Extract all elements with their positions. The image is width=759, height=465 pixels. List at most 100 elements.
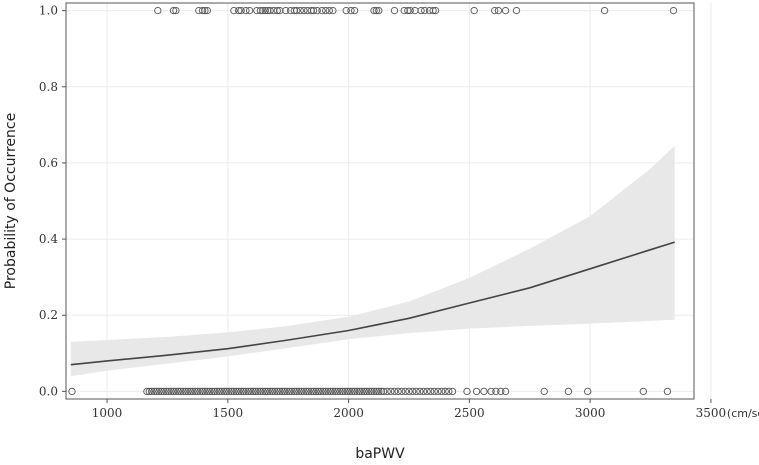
event-point-57 (669, 6, 678, 15)
nonevent-point-31 (215, 387, 224, 396)
nonevent-point-29 (210, 387, 219, 396)
x-tick-label-1: 1500 (213, 406, 244, 420)
nonevent-point-6 (155, 387, 163, 396)
nonevent-point-8 (160, 387, 168, 396)
nonevent-point-47 (254, 387, 262, 396)
y-tick-label-4: 0.8 (39, 80, 58, 94)
nonevent-point-120 (472, 387, 481, 396)
event-point-49 (429, 6, 437, 15)
nonevent-point-117 (445, 387, 453, 396)
nonevent-point-35 (225, 387, 233, 396)
nonevent-point-109 (416, 387, 424, 396)
nonevent-point-96 (372, 387, 381, 396)
nonevent-point-50 (261, 387, 269, 396)
nonevent-point-91 (360, 387, 368, 396)
event-point-55 (512, 6, 521, 15)
nonevent-point-116 (441, 387, 449, 396)
nonevent-point-57 (278, 387, 286, 396)
event-point-1 (169, 6, 178, 15)
nonevent-point-56 (276, 387, 284, 396)
event-point-0 (154, 6, 162, 15)
nonevent-point-76 (324, 387, 332, 396)
nonevent-point-23 (196, 387, 204, 396)
nonevent-point-60 (285, 387, 294, 396)
nonevent-point-32 (218, 387, 226, 396)
event-point-47 (421, 6, 429, 15)
nonevent-point-74 (319, 387, 327, 396)
nonevent-point-122 (487, 387, 495, 396)
x-tick-label-4: 3000 (575, 406, 606, 420)
nonevent-point-115 (437, 387, 446, 396)
nonevent-point-64 (295, 387, 303, 396)
nonevent-point-75 (322, 387, 330, 396)
nonevent-point-1 (143, 387, 151, 396)
nonevent-point-78 (329, 387, 337, 396)
event-point-34 (329, 6, 337, 15)
event-point-31 (318, 6, 326, 15)
nonevent-point-66 (300, 387, 308, 396)
nonevent-point-61 (288, 387, 296, 396)
event-point-19 (273, 6, 281, 15)
nonevent-point-71 (312, 387, 320, 396)
confidence-band (70, 145, 675, 377)
nonevent-point-20 (189, 387, 197, 396)
nonevent-point-10 (165, 387, 173, 396)
nonevent-point-63 (293, 387, 301, 396)
nonevent-point-17 (181, 387, 190, 396)
event-point-51 (470, 6, 478, 15)
event-point-26 (300, 6, 308, 15)
nonevent-point-0 (68, 387, 76, 396)
nonevent-point-102 (390, 387, 399, 396)
event-point-17 (266, 6, 274, 15)
event-point-32 (322, 6, 330, 15)
event-point-21 (282, 6, 290, 15)
nonevent-point-53 (268, 387, 277, 396)
event-point-41 (390, 6, 399, 15)
nonevent-point-18 (184, 387, 192, 396)
nonevent-point-121 (480, 387, 488, 396)
nonevent-point-85 (346, 387, 354, 396)
nonevent-point-19 (186, 387, 195, 396)
nonevent-point-84 (343, 387, 352, 396)
nonevent-point-107 (408, 387, 417, 396)
nonevent-point-51 (264, 387, 272, 396)
x-tick-label-2: 2000 (333, 406, 364, 420)
event-point-43 (404, 6, 412, 15)
nonevent-point-83 (341, 387, 349, 396)
nonevent-point-80 (334, 387, 342, 396)
nonevent-point-21 (191, 387, 199, 396)
nonevent-point-94 (367, 387, 376, 396)
nonevent-point-95 (370, 387, 378, 396)
event-point-15 (261, 6, 269, 15)
event-point-13 (256, 6, 265, 15)
nonevent-point-5 (152, 387, 161, 396)
nonevent-point-36 (227, 387, 236, 396)
event-point-7 (230, 6, 238, 15)
nonevent-point-58 (280, 387, 289, 396)
nonevent-point-97 (375, 387, 383, 396)
plot-frame (65, 2, 695, 400)
y-tick-label-0: 0.0 (39, 384, 58, 398)
nonevent-point-127 (564, 387, 573, 396)
nonevent-point-68 (305, 387, 313, 396)
nonevent-point-123 (492, 387, 500, 396)
nonevent-point-124 (497, 387, 505, 396)
event-point-4 (198, 6, 207, 15)
fit-curve (70, 241, 675, 366)
event-point-2 (172, 6, 180, 15)
nonevent-point-42 (242, 387, 250, 396)
event-point-44 (406, 6, 414, 15)
nonevent-point-118 (448, 387, 457, 396)
nonevent-point-14 (174, 387, 182, 396)
nonevent-point-100 (383, 387, 391, 396)
nonevent-point-126 (540, 387, 548, 396)
nonevent-point-45 (249, 387, 257, 396)
nonevent-point-25 (201, 387, 209, 396)
nonevent-point-22 (193, 387, 202, 396)
nonevent-point-59 (283, 387, 291, 396)
event-point-6 (203, 6, 211, 15)
nonevent-point-65 (297, 387, 306, 396)
nonevent-point-3 (148, 387, 156, 396)
nonevent-point-110 (419, 387, 428, 396)
